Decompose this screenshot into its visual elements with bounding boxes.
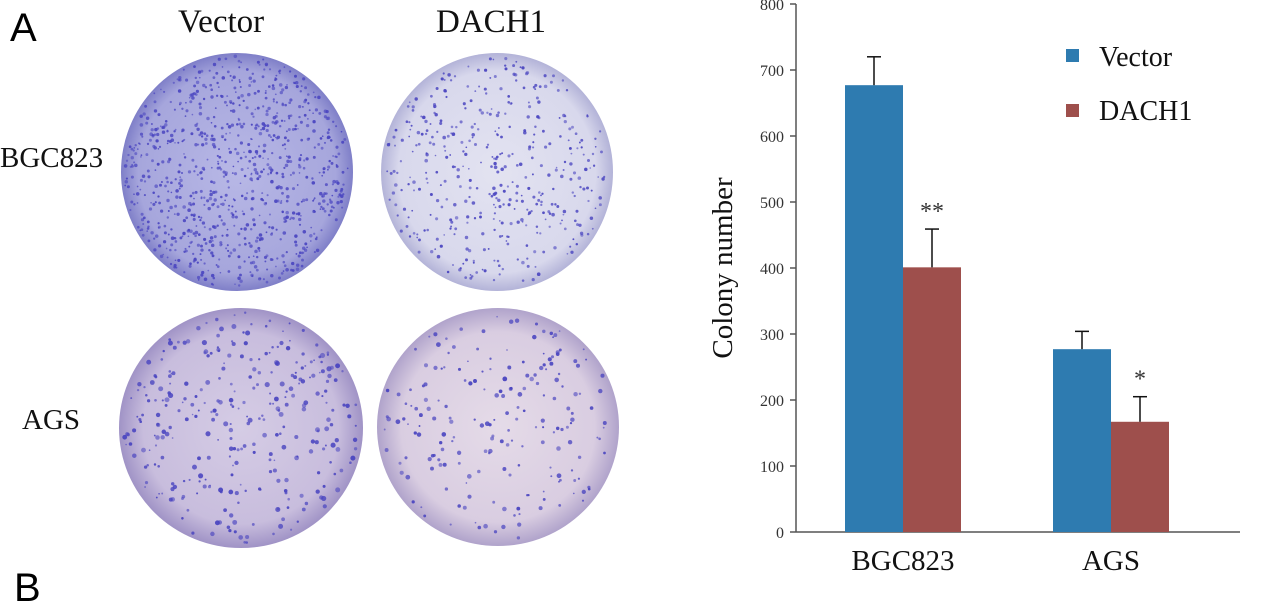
bar-bgc823-vector [845, 85, 903, 533]
bar-ags-dach1 [1111, 421, 1169, 532]
y-tick-label: 200 [760, 393, 784, 410]
plate-ags-vector [119, 308, 363, 548]
legend-swatch-vector [1066, 49, 1079, 62]
row-label-ags: AGS [22, 404, 81, 436]
y-tick-label: 100 [760, 459, 784, 476]
y-tick-label: 0 [776, 525, 784, 542]
chart-bars [845, 56, 1169, 533]
row-label-bgc823: BGC823 [0, 142, 104, 174]
y-tick-label: 400 [760, 261, 784, 278]
bar-ags-vector [1053, 349, 1111, 532]
colony-plates [119, 53, 619, 548]
y-tick-label: 800 [760, 0, 784, 14]
panel-letter: A [10, 6, 37, 50]
significance-mark: * [1134, 367, 1146, 393]
column-title-dach1: DACH1 [436, 4, 547, 40]
x-category-label: AGS [1082, 545, 1140, 577]
x-category-label: BGC823 [851, 545, 954, 577]
next-panel-letter: B [14, 566, 41, 610]
plate-bgc823-vector [121, 53, 353, 291]
y-axis-ticks: 0 100 200 300 400 500 600 700 800 [760, 0, 796, 542]
column-title-vector: Vector [178, 4, 265, 40]
y-tick-label: 600 [760, 129, 784, 146]
significance-annotations: *** [920, 199, 1146, 393]
legend-label-dach1: DACH1 [1099, 96, 1192, 127]
y-tick-label: 500 [760, 195, 784, 212]
plate-bgc823-dach1 [381, 53, 613, 291]
y-tick-label: 700 [760, 63, 784, 80]
significance-mark: ** [920, 199, 944, 225]
y-tick-label: 300 [760, 327, 784, 344]
y-axis-label: Colony number [707, 177, 739, 359]
x-axis-categories: BGC823 AGS [851, 545, 1140, 577]
bar-bgc823-dach1 [903, 267, 961, 532]
legend-label-vector: Vector [1099, 42, 1173, 73]
legend-swatch-dach1 [1066, 104, 1079, 117]
legend: Vector DACH1 [1066, 42, 1192, 127]
plate-ags-dach1 [377, 308, 619, 546]
